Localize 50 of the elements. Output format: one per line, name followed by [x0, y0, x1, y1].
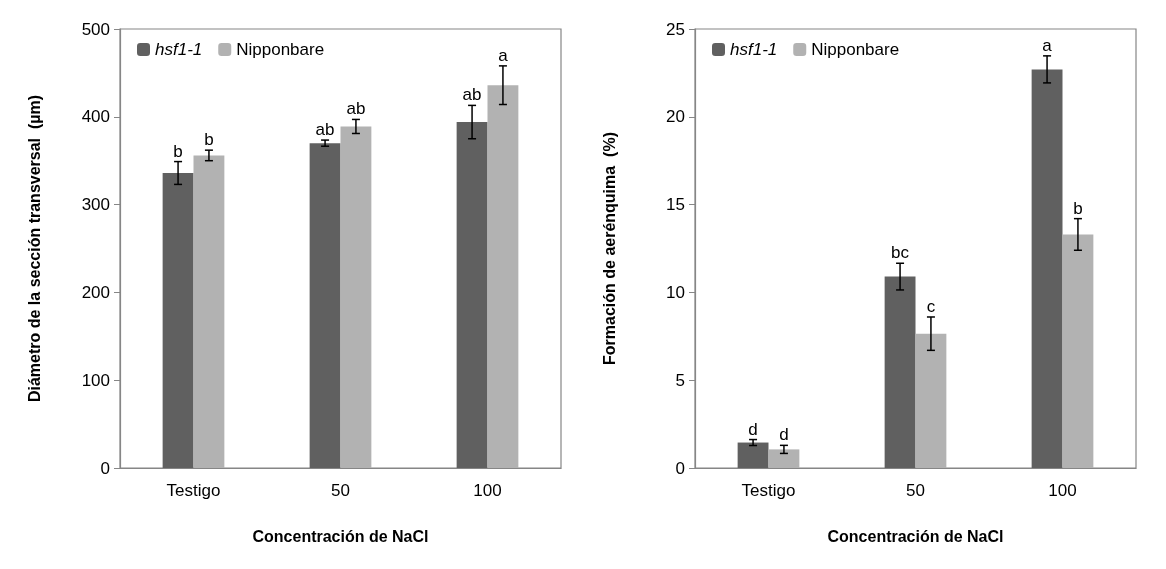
bar: [1062, 234, 1094, 468]
bar: [340, 126, 372, 468]
data-label: b: [204, 130, 214, 150]
bar: [1031, 69, 1063, 468]
bar: [737, 442, 769, 468]
x-tick-label: Testigo: [741, 481, 796, 500]
y-tick-label: 500: [81, 19, 110, 39]
x-axis-title: Concentración de NaCl: [827, 527, 1004, 545]
data-label: a: [498, 45, 509, 65]
bar: [915, 333, 947, 468]
data-label: d: [748, 419, 758, 439]
y-tick-label: 0: [675, 458, 685, 478]
y-tick-label: 15: [666, 195, 685, 215]
y-axis-title: Diámetro de la sección transversal (µm): [25, 94, 43, 403]
x-tick-label: 50: [331, 481, 350, 500]
data-label: a: [1042, 35, 1053, 55]
legend-label: hsf1-1: [155, 40, 203, 59]
data-label: b: [173, 141, 183, 161]
bar: [309, 143, 341, 468]
y-tick-label: 300: [81, 195, 110, 215]
x-axis-title: Concentración de NaCl: [252, 527, 429, 545]
y-axis-title: Formación de aerénquima (%): [600, 132, 618, 365]
x-tick-label: 100: [1048, 481, 1077, 500]
bar: [768, 449, 800, 468]
y-tick-label: 100: [81, 370, 110, 390]
data-label: b: [1073, 198, 1083, 218]
x-tick-label: 100: [473, 481, 502, 500]
y-tick-label: 200: [81, 282, 110, 302]
legend-label: hsf1-1: [730, 40, 778, 59]
x-tick-label: 50: [906, 481, 925, 500]
y-tick-label: 5: [675, 370, 685, 390]
bar: [162, 172, 194, 468]
bar: [884, 276, 916, 468]
y-tick-label: 400: [81, 107, 110, 127]
bar: [193, 155, 225, 468]
y-tick-label: 25: [666, 19, 685, 39]
bar: [456, 122, 488, 468]
data-label: bc: [891, 243, 910, 263]
bar: [487, 85, 519, 468]
legend-label: Nipponbare: [236, 40, 325, 59]
y-tick-label: 0: [100, 458, 110, 478]
x-tick-label: Testigo: [166, 481, 221, 500]
data-label: d: [779, 425, 789, 445]
legend-label: Nipponbare: [811, 40, 900, 59]
y-tick-label: 20: [666, 107, 685, 127]
data-label: c: [926, 296, 936, 316]
data-label: ab: [462, 85, 482, 105]
data-label: ab: [315, 120, 335, 140]
y-tick-label: 10: [666, 282, 685, 302]
data-label: ab: [346, 99, 366, 119]
